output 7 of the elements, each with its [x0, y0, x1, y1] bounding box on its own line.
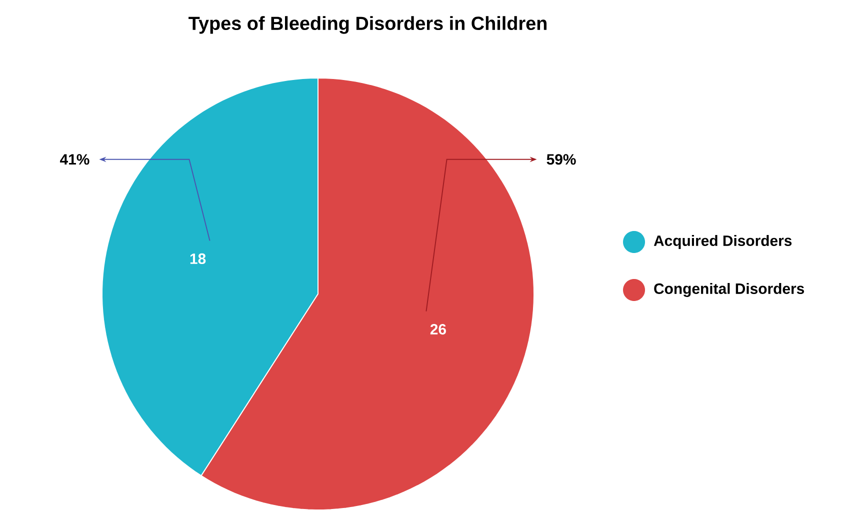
legend-label: Acquired Disorders: [654, 235, 792, 249]
data-label: 18: [190, 253, 206, 264]
data-label: 26: [430, 324, 446, 335]
chart-title: Types of Bleeding Disorders in Children: [188, 16, 546, 34]
legend-label: Congenital Disorders: [654, 283, 804, 297]
text: 41%: [60, 154, 90, 165]
text: 59%: [546, 154, 576, 165]
